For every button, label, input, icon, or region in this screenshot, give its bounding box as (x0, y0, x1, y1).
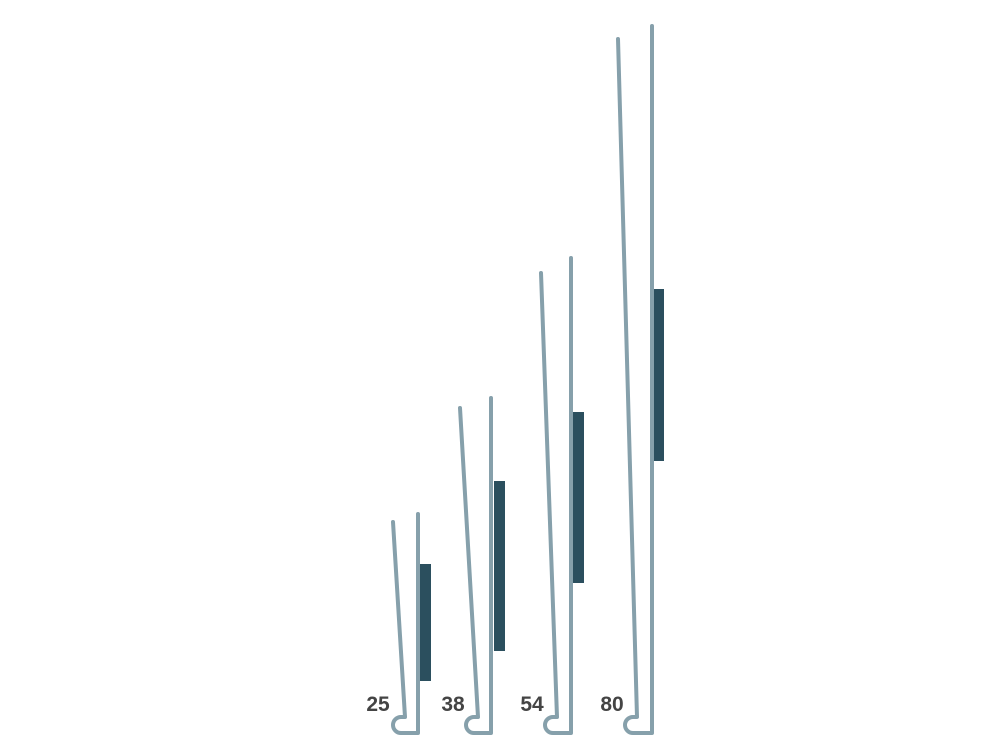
profile-bar (420, 564, 431, 681)
profile-outline (616, 24, 654, 735)
profile-bar (573, 412, 584, 583)
profile-outline (539, 256, 573, 735)
profile-label: 80 (600, 693, 623, 716)
profile-38: 38 (441, 396, 505, 735)
profile-outline (391, 512, 420, 735)
profile-25: 25 (366, 512, 431, 735)
profile-bar (654, 289, 664, 461)
profile-bar (494, 481, 505, 651)
profile-54: 54 (520, 256, 584, 735)
profile-80: 80 (600, 24, 664, 735)
profile-label: 25 (366, 693, 390, 716)
profile-label: 38 (441, 693, 465, 716)
profile-outline (458, 396, 493, 735)
profile-label: 54 (520, 693, 544, 716)
